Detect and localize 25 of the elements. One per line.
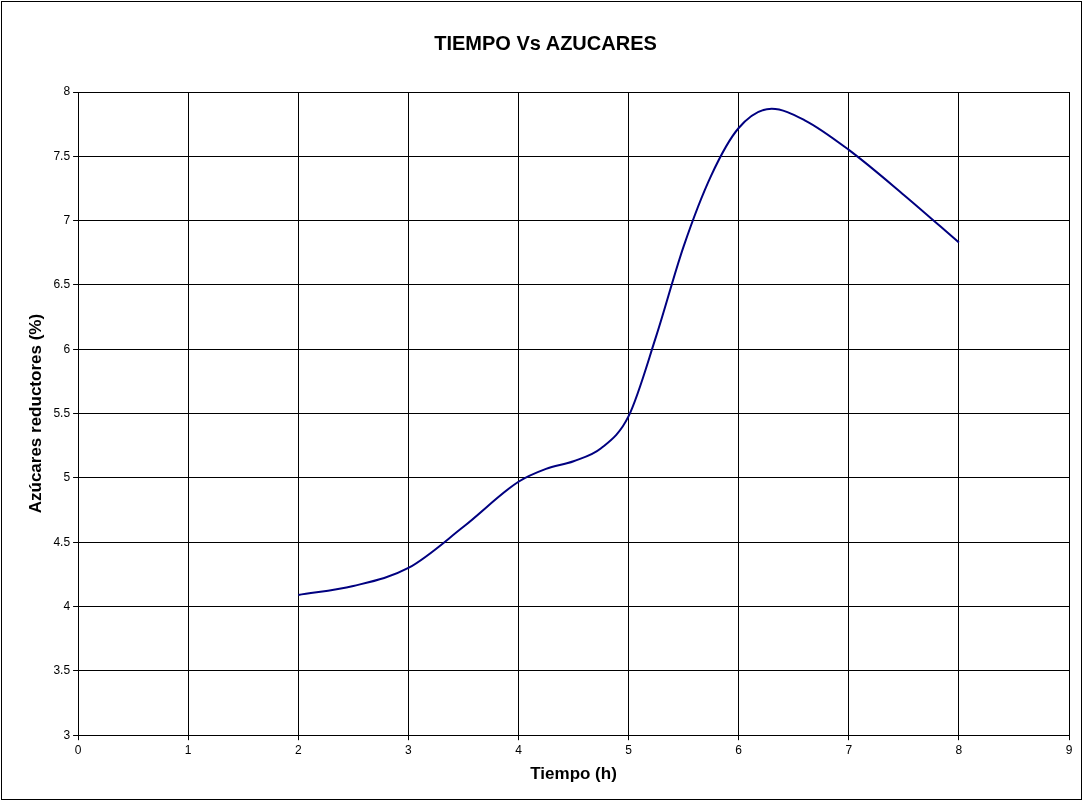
- y-tick-label: 3.5: [53, 663, 71, 678]
- x-tick-label: 0: [74, 742, 82, 757]
- y-tick-label: 7: [63, 212, 71, 227]
- y-tick-label: 3: [63, 727, 71, 742]
- y-tick-label: 8: [63, 84, 71, 99]
- x-tick-label: 4: [515, 742, 523, 757]
- y-tick-label: 4: [63, 598, 71, 613]
- y-tick-label: 6: [63, 341, 71, 356]
- line-series: [297, 107, 960, 596]
- x-tick-label: 3: [405, 742, 413, 757]
- x-tick-label: 5: [625, 742, 633, 757]
- chart-title: TIEMPO Vs AZUCARES: [434, 31, 657, 54]
- x-tick-label: 7: [845, 742, 853, 757]
- x-tick-label: 1: [184, 742, 192, 757]
- y-tick-label: 4.5: [53, 534, 71, 549]
- x-tick-label: 9: [1065, 742, 1073, 757]
- y-tick-label: 6.5: [53, 277, 71, 292]
- y-tick-label: 7.5: [53, 148, 71, 163]
- y-axis-title: Azúcares reductores (%): [25, 313, 45, 514]
- x-tick-label: 6: [735, 742, 743, 757]
- y-tick-label: 5: [63, 470, 71, 485]
- x-axis-title: Tiempo (h): [530, 764, 617, 784]
- y-tick-label: 5.5: [53, 405, 71, 420]
- x-tick-label: 2: [294, 742, 302, 757]
- x-tick-label: 8: [955, 742, 963, 757]
